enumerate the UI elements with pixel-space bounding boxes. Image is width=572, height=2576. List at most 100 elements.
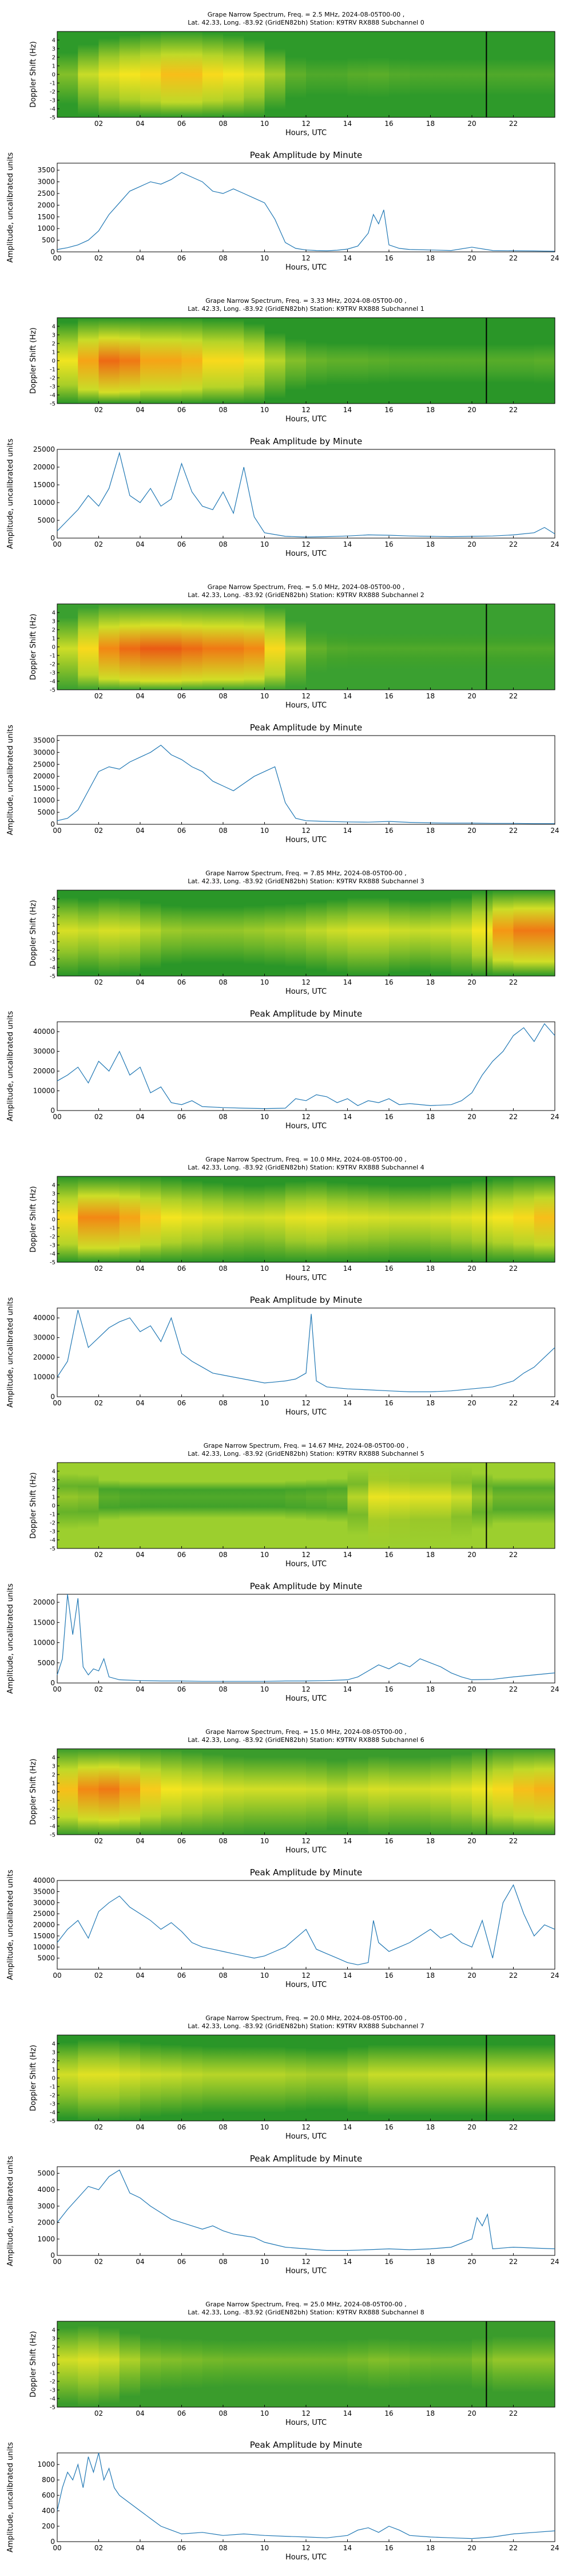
spectrogram-xtick-label: 18 bbox=[426, 120, 435, 128]
spectrogram-ytick-label: -3 bbox=[50, 1529, 55, 1535]
spectrogram-hour-column bbox=[492, 1176, 514, 1262]
spectrogram-title: Grape Narrow Spectrum, Freq. = 10.0 MHz,… bbox=[205, 1156, 407, 1163]
spectrogram-hour-column bbox=[389, 2035, 410, 2121]
spectrogram-hour-column bbox=[57, 2321, 78, 2407]
spectrogram-hour-column bbox=[78, 31, 100, 117]
spectrogram-subtitle: Lat. 42.33, Long. -83.92 (GridEN82bh) St… bbox=[188, 19, 424, 26]
spectrogram-ytick-label: -1 bbox=[50, 2084, 55, 2091]
spectrogram-hour-column bbox=[389, 318, 410, 404]
spectrogram-hour-column bbox=[327, 890, 348, 976]
amplitude-title: Peak Amplitude by Minute bbox=[250, 1295, 362, 1305]
amplitude-xtick-label: 16 bbox=[384, 2544, 393, 2552]
spectrogram-hour-column bbox=[202, 890, 224, 976]
amplitude-series-line bbox=[57, 2169, 555, 2251]
spectrogram-hour-column bbox=[119, 1176, 141, 1262]
spectrogram-hour-column bbox=[306, 1463, 327, 1548]
spectrogram-hour-column bbox=[389, 890, 410, 976]
amplitude-title: Peak Amplitude by Minute bbox=[250, 722, 362, 733]
spectrogram-xtick-label: 04 bbox=[136, 1265, 144, 1273]
spectrogram-ylabel: Doppler Shift (Hz) bbox=[29, 1186, 38, 1253]
spectrogram-hour-column bbox=[181, 1176, 203, 1262]
spectrogram-xtick-label: 04 bbox=[136, 1837, 144, 1845]
amplitude-ytick-label: 25000 bbox=[33, 760, 55, 768]
spectrogram-hour-column bbox=[513, 2321, 535, 2407]
spectrogram-ytick-label: -1 bbox=[50, 939, 55, 946]
spectrogram-ytick-label: 2 bbox=[52, 2345, 55, 2351]
spectrogram-hour-column bbox=[98, 604, 120, 690]
spectrogram-hour-column bbox=[244, 2321, 265, 2407]
amplitude-ytick-label: 1000 bbox=[37, 2235, 55, 2243]
amplitude-xtick-label: 24 bbox=[550, 1399, 559, 1407]
spectrogram-xtick-label: 20 bbox=[467, 120, 476, 128]
spectrogram-ytick-label: -1 bbox=[50, 1798, 55, 1804]
amplitude-xtick-label: 00 bbox=[53, 1685, 61, 1693]
amplitude-xtick-label: 18 bbox=[426, 254, 435, 262]
spectrogram-xtick-label: 12 bbox=[301, 1551, 310, 1559]
amplitude-xtick-label: 00 bbox=[53, 1113, 61, 1121]
amplitude-xtick-label: 12 bbox=[301, 540, 310, 548]
spectrogram-hour-column bbox=[347, 1463, 369, 1548]
spectrogram-ytick-label: -3 bbox=[50, 98, 55, 104]
spectrogram-hour-column bbox=[57, 318, 78, 404]
amplitude-xtick-label: 06 bbox=[177, 254, 186, 262]
spectrogram-ytick-label: -2 bbox=[50, 662, 55, 668]
amplitude-xtick-label: 00 bbox=[53, 1399, 61, 1407]
spectrogram-xtick-label: 02 bbox=[94, 1837, 103, 1845]
spectrogram-xtick-label: 06 bbox=[177, 692, 186, 700]
amplitude-xtick-label: 20 bbox=[467, 1113, 476, 1121]
amplitude-panel: Peak Amplitude by Minute0200400600800100… bbox=[6, 2440, 559, 2562]
spectrogram-hour-column bbox=[430, 1176, 452, 1262]
spectrogram-hour-column bbox=[327, 1176, 348, 1262]
amplitude-panel: Peak Amplitude by Minute0100020003000400… bbox=[6, 2154, 559, 2275]
spectrogram-xtick-label: 08 bbox=[219, 2123, 227, 2131]
spectrogram-ytick-label: -3 bbox=[50, 670, 55, 677]
spectrogram-xtick-label: 08 bbox=[219, 1265, 227, 1273]
amplitude-ytick-label: 0 bbox=[50, 820, 55, 828]
amplitude-ytick-label: 5000 bbox=[37, 1659, 55, 1667]
spectrogram-xtick-label: 08 bbox=[219, 2409, 227, 2417]
spectrogram-hour-column bbox=[98, 31, 120, 117]
spectrogram-xtick-label: 02 bbox=[94, 2409, 103, 2417]
spectrogram-hour-column bbox=[327, 31, 348, 117]
amplitude-panel: Peak Amplitude by Minute 0 10000 20000 30000… bbox=[6, 1009, 559, 1131]
spectrogram-xlabel: Hours, UTC bbox=[285, 987, 327, 996]
spectrogram-hour-column bbox=[472, 890, 493, 976]
amplitude-ytick-label: 15000 bbox=[33, 481, 55, 489]
spectrogram-hour-column bbox=[430, 2035, 452, 2121]
spectrogram-ytick-label: 2 bbox=[52, 1772, 55, 1779]
spectrogram-hour-column bbox=[347, 1749, 369, 1835]
amplitude-xtick-label: 10 bbox=[260, 1113, 269, 1121]
spectrogram-hour-column bbox=[119, 1463, 141, 1548]
spectrogram-hour-column bbox=[78, 1176, 100, 1262]
spectrogram-xtick-label: 14 bbox=[343, 1265, 352, 1273]
spectrogram-hour-column bbox=[534, 1749, 555, 1835]
spectrogram-xtick-label: 02 bbox=[94, 1265, 103, 1273]
spectrogram-hour-column bbox=[472, 1176, 493, 1262]
spectrogram-hour-column bbox=[161, 890, 182, 976]
amplitude-title: Peak Amplitude by Minute bbox=[250, 1581, 362, 1591]
spectrogram-hour-column bbox=[327, 1463, 348, 1548]
spectrogram-hour-column bbox=[347, 318, 369, 404]
amplitude-ytick-label: 200 bbox=[42, 2522, 55, 2530]
spectrogram-hour-column bbox=[202, 2321, 224, 2407]
spectrogram-hour-column bbox=[492, 604, 514, 690]
spectrogram-hour-column bbox=[306, 318, 327, 404]
spectrogram-hour-column bbox=[513, 604, 535, 690]
spectrogram-hour-column bbox=[244, 1176, 265, 1262]
amplitude-xtick-label: 14 bbox=[343, 1113, 352, 1121]
spectrogram-xtick-label: 18 bbox=[426, 692, 435, 700]
spectrogram-xtick-label: 10 bbox=[260, 1551, 269, 1559]
spectrogram-ytick-label: -5 bbox=[50, 1832, 55, 1839]
spectrogram-hour-column bbox=[181, 318, 203, 404]
spectrogram-ytick-label: -5 bbox=[50, 2119, 55, 2125]
amplitude-xtick-label: 04 bbox=[136, 827, 144, 835]
amplitude-xtick-label: 06 bbox=[177, 1113, 186, 1121]
spectrogram-ytick-label: 3 bbox=[52, 2336, 55, 2342]
spectrogram-hour-column bbox=[57, 1176, 78, 1262]
spectrogram-hour-column bbox=[78, 2035, 100, 2121]
spectrogram-hour-column bbox=[140, 31, 161, 117]
amplitude-panel: Peak Amplitude by Minute 0 5000 10000 15000 2… bbox=[6, 722, 559, 844]
amplitude-ytick-label: 500 bbox=[42, 236, 55, 244]
amplitude-xtick-label: 16 bbox=[384, 2258, 393, 2266]
spectrogram-hour-column bbox=[534, 1463, 555, 1548]
